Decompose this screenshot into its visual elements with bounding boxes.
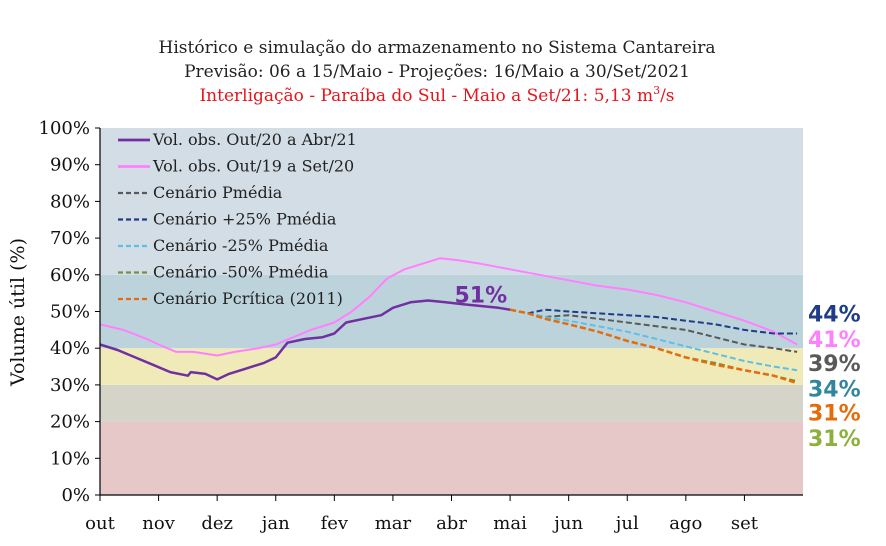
y-tick-label: 20% — [50, 412, 90, 433]
y-tick-label: 90% — [50, 155, 90, 176]
series-line-1 — [99, 257, 798, 357]
x-tick-label: dez — [201, 513, 233, 534]
y-tick-label: 70% — [50, 228, 90, 249]
x-tick-label: out — [85, 513, 115, 534]
series-line-6 — [509, 308, 798, 385]
y-tick-label: 30% — [50, 375, 90, 396]
legend-label-2: Cenário Pmédia — [153, 183, 283, 202]
x-tick-label: set — [731, 513, 759, 534]
series-line-0 — [99, 299, 511, 381]
legend-label-0: Vol. obs. Out/20 a Abr/21 — [152, 130, 357, 149]
x-tick-label: jan — [260, 513, 290, 534]
series-line-4 — [509, 308, 798, 372]
y-tick-label: 60% — [50, 265, 90, 286]
x-tick-label: abr — [436, 513, 467, 534]
chart-subtitle: Previsão: 06 a 15/Maio - Projeções: 16/M… — [184, 62, 690, 82]
y-tick-label: 80% — [50, 191, 90, 212]
chart-title: Histórico e simulação do armazenamento n… — [159, 38, 716, 58]
band-0 — [100, 421, 803, 495]
y-tick-label: 50% — [50, 302, 90, 323]
annotations: 51% — [454, 283, 507, 308]
end-labels: 44%41%39%34%31%31% — [808, 302, 861, 452]
y-tick-label: 0% — [61, 485, 90, 506]
y-tick-label: 100% — [39, 118, 90, 139]
band-1 — [100, 384, 803, 422]
x-tick-label: fev — [321, 513, 349, 534]
legend-label-6: Cenário Pcrítica (2011) — [153, 289, 343, 308]
x-tick-label: nov — [142, 513, 175, 534]
x-tick-label: mar — [375, 513, 412, 534]
legend-label-4: Cenário -25% Pmédia — [153, 236, 329, 255]
annotation-0: 51% — [454, 283, 507, 308]
y-axis-label: Volume útil (%) — [7, 238, 29, 387]
subtitle-2-superscript: 3 — [653, 84, 660, 97]
axes: 0% 10% 20% 30% 40% 50% 60% 70% 80% 90% 100% out nov d… — [39, 118, 803, 534]
threshold-bands — [100, 128, 803, 495]
series-line-3 — [509, 308, 798, 335]
legend: Vol. obs. Out/20 a Abr/21 Vol. obs. Out/1… — [118, 130, 357, 308]
end-label-5: 31% — [808, 427, 861, 452]
subtitle-2-tail: /s — [660, 86, 674, 106]
legend-label-1: Vol. obs. Out/19 a Set/20 — [152, 157, 354, 176]
y-tick-label: 40% — [50, 338, 90, 359]
x-tick-label: jul — [614, 513, 639, 534]
legend-label-3: Cenário +25% Pmédia — [153, 210, 337, 229]
end-label-2: 39% — [808, 352, 861, 377]
chart-subtitle-2: Interligação - Paraíba do Sul - Maio a S… — [199, 84, 674, 106]
end-label-1: 41% — [808, 328, 861, 353]
x-tick-label: ago — [669, 513, 702, 534]
band-3 — [100, 274, 803, 349]
subtitle-2-main: Interligação - Paraíba do Sul - Maio a S… — [199, 86, 653, 106]
x-tick-label: jun — [552, 513, 583, 534]
legend-label-5: Cenário -50% Pmédia — [153, 263, 329, 282]
y-tick-label: 10% — [50, 448, 90, 469]
end-label-3: 34% — [808, 378, 861, 403]
band-4 — [100, 128, 803, 275]
x-tick-label: mai — [493, 513, 527, 534]
series-layer — [99, 257, 798, 385]
end-label-0: 44% — [808, 302, 861, 327]
end-label-4: 31% — [808, 401, 861, 426]
